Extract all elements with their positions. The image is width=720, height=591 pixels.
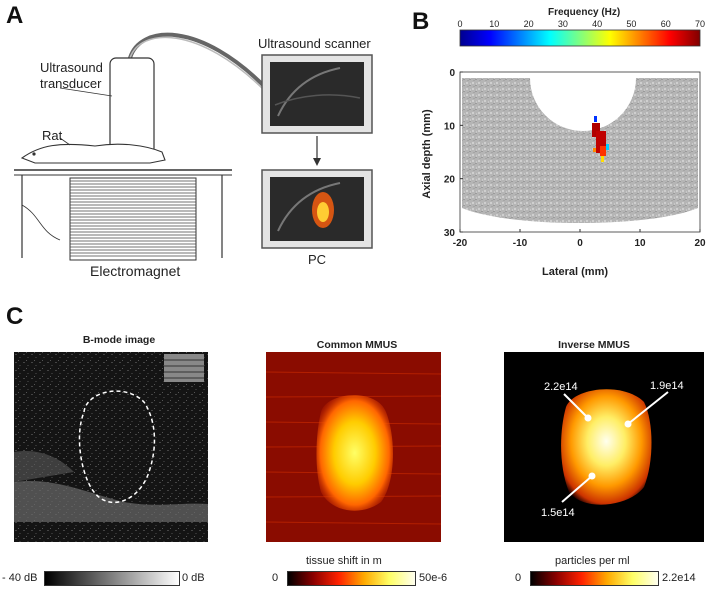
frequency-colorbar bbox=[459, 29, 701, 47]
colorbar-tick-label: 70 bbox=[695, 19, 705, 29]
frequency-chart: 0 10 20 30 40 50 60 70 -20 -10 0 10 20 0 10 20 30 bbox=[444, 19, 706, 249]
x-tick-label: -10 bbox=[513, 238, 528, 249]
y-tick-label: 0 bbox=[449, 68, 455, 79]
inverse-title: Inverse MMUS bbox=[558, 339, 630, 351]
inverse-mmus-image bbox=[504, 352, 704, 542]
y-tick-label: 20 bbox=[444, 175, 456, 186]
axis-ticks: -20 -10 0 10 20 0 10 20 30 bbox=[444, 68, 706, 249]
x-tick-label: 20 bbox=[694, 238, 706, 249]
common-colorbar-title: tissue shift in m bbox=[306, 555, 382, 567]
colorbar-tick-label: 10 bbox=[489, 19, 499, 29]
y-tick-label: 30 bbox=[444, 228, 456, 239]
colorbar-title: Frequency (Hz) bbox=[548, 7, 621, 18]
bmode-image bbox=[14, 352, 208, 542]
colorbar-tick-label: 50 bbox=[626, 19, 636, 29]
x-tick-label: -20 bbox=[453, 238, 468, 249]
inverse-colorbar bbox=[530, 571, 659, 586]
transducer-body bbox=[109, 57, 155, 155]
inverse-colorbar-title: particles per ml bbox=[555, 555, 630, 567]
panel-c-letter: C bbox=[6, 303, 24, 330]
colorbar-tick-label: 0 bbox=[457, 19, 462, 29]
colorbar-tick-label: 40 bbox=[592, 19, 602, 29]
x-tick-label: 10 bbox=[634, 238, 646, 249]
colorbar-ticks: 0 10 20 30 40 50 60 70 bbox=[457, 19, 705, 29]
colorbar-tick-label: 30 bbox=[558, 19, 568, 29]
rat-label: Rat bbox=[42, 128, 63, 143]
rat-icon bbox=[20, 143, 166, 164]
colorbar-tick-label: 20 bbox=[524, 19, 534, 29]
pc-label: PC bbox=[308, 252, 327, 267]
common-title: Common MMUS bbox=[316, 339, 398, 351]
common-mmus-image bbox=[266, 352, 441, 542]
inverse-colorbar-min: 0 bbox=[515, 572, 522, 584]
annotation-2: 1.9e14 bbox=[650, 380, 684, 392]
common-colorbar-min: 0 bbox=[272, 572, 279, 584]
colorbar-tick-label: 60 bbox=[661, 19, 671, 29]
inverse-colorbar-max: 2.2e14 bbox=[662, 572, 696, 584]
common-colorbar bbox=[287, 571, 416, 586]
bmode-title: B-mode image bbox=[82, 334, 156, 346]
transducer-label-2: transducer bbox=[40, 76, 102, 91]
x-tick-label: 0 bbox=[577, 238, 583, 249]
y-tick-label: 10 bbox=[444, 121, 456, 132]
panel-b-letter: B bbox=[412, 8, 430, 35]
panel-a-illustration bbox=[14, 32, 373, 261]
annotation-3: 1.5e14 bbox=[541, 507, 575, 519]
scanner-label: Ultrasound scanner bbox=[258, 36, 371, 51]
bmode-colorbar-min: - 40 dB bbox=[2, 572, 38, 584]
electromagnet-coil bbox=[70, 180, 196, 257]
bmode-colorbar bbox=[44, 571, 180, 586]
tumor-outline bbox=[78, 390, 156, 503]
scanner-screen bbox=[270, 62, 364, 126]
transducer-label-1: Ultrasound bbox=[40, 60, 103, 75]
x-axis-label: Lateral (mm) bbox=[542, 266, 609, 278]
electromagnet-label: Electromagnet bbox=[90, 263, 181, 279]
y-axis-label: Axial depth (mm) bbox=[421, 109, 433, 199]
panel-a-letter: A bbox=[6, 2, 24, 29]
ultrasound-fan bbox=[462, 78, 698, 223]
annotation-1: 2.2e14 bbox=[544, 381, 578, 393]
common-colorbar-max: 50e-6 bbox=[419, 572, 448, 584]
frequency-cluster bbox=[592, 116, 609, 162]
bmode-colorbar-max: 0 dB bbox=[182, 572, 205, 584]
